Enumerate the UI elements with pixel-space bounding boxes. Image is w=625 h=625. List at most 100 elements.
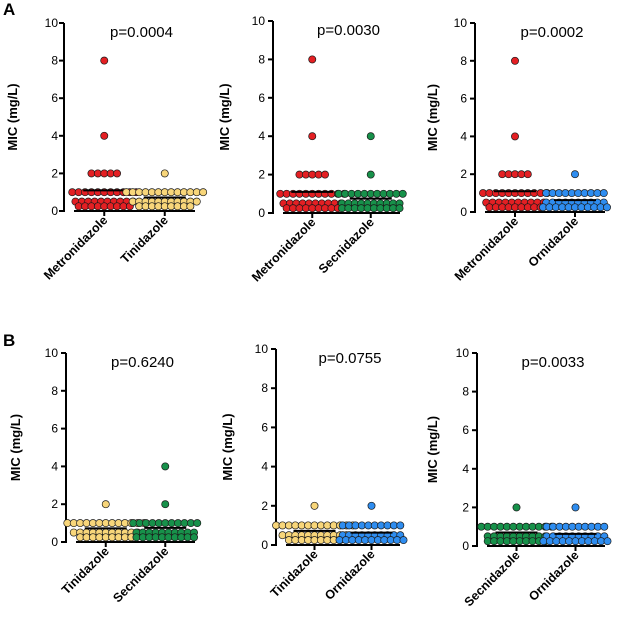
x-tick-label-metronidazole: Metronidazole bbox=[452, 214, 521, 283]
y-tick-label: 6 bbox=[51, 422, 58, 436]
y-tick-label: 4 bbox=[462, 462, 469, 476]
p-value-label: p=0.0033 bbox=[522, 354, 585, 371]
data-point-secnidazole bbox=[398, 189, 407, 198]
y-tick-label: 8 bbox=[460, 54, 467, 68]
data-point-tinidazole bbox=[199, 188, 208, 197]
data-point-metronidazole bbox=[511, 132, 519, 141]
data-point-ornidazole bbox=[599, 189, 608, 198]
y-tick-label: 0 bbox=[51, 204, 58, 218]
data-point-tinidazole bbox=[186, 202, 195, 211]
y-tick-label: 6 bbox=[261, 420, 268, 434]
x-tick-label-tinidazole: Tinidazole bbox=[268, 547, 321, 600]
data-point-metronidazole bbox=[523, 170, 532, 179]
y-tick-label: 8 bbox=[51, 54, 58, 68]
data-point-secnidazole bbox=[366, 132, 375, 141]
data-point-ornidazole bbox=[396, 521, 405, 530]
x-tick-label-metronidazole: Metronidazole bbox=[41, 213, 110, 282]
y-tick-label: 0 bbox=[261, 538, 268, 552]
data-point-ornidazole bbox=[399, 536, 408, 545]
x-tick-label-ornidazole: Ornidazole bbox=[322, 547, 378, 603]
y-tick-label: 6 bbox=[462, 423, 469, 437]
y-tick-label: 2 bbox=[460, 167, 467, 181]
data-point-secnidazole bbox=[161, 500, 170, 509]
p-value-label: p=0.0755 bbox=[319, 350, 382, 367]
y-tick-label: 6 bbox=[51, 91, 58, 105]
data-point-tinidazole bbox=[192, 197, 201, 206]
data-point-ornidazole bbox=[603, 537, 612, 546]
data-point-metronidazole bbox=[511, 56, 519, 65]
data-point-metronidazole bbox=[113, 169, 122, 178]
y-tick-label: 2 bbox=[261, 499, 268, 513]
y-tick-label: 8 bbox=[258, 52, 265, 66]
y-tick-label: 2 bbox=[258, 168, 265, 182]
chart-5: 0 2 4 6 8 10 MIC (mg/L) p=0.0755 Tinidazole Ornid… bbox=[220, 342, 408, 603]
y-tick-label: 4 bbox=[258, 129, 265, 143]
data-point-metronidazole bbox=[308, 55, 317, 64]
data-point-tinidazole bbox=[101, 500, 110, 509]
chart-3: 0 2 4 6 8 10 MIC (mg/L) p=0.0002 Metronidazole Or… bbox=[425, 16, 611, 284]
y-tick-label: 4 bbox=[51, 129, 58, 143]
y-tick-label: 10 bbox=[45, 16, 59, 30]
chart-1: 0 2 4 6 8 10 MIC (mg/L) p=0.0004 Metronidazole Ti… bbox=[5, 16, 208, 283]
y-tick-label: 10 bbox=[454, 16, 468, 30]
data-point-ornidazole bbox=[571, 170, 579, 179]
y-axis-title: MIC (mg/L) bbox=[425, 416, 440, 483]
x-tick-label-tinidazole: Tinidazole bbox=[59, 544, 112, 597]
chart-4: 0 2 4 6 8 10 MIC (mg/L) p=0.6240 TinidazoleSecni… bbox=[8, 346, 202, 605]
data-point-ornidazole bbox=[600, 522, 609, 531]
data-point-secnidazole bbox=[395, 204, 404, 213]
chart-2: 0 2 4 6 8 10 MIC (mg/L) p=0.0030 MetronidazoleSe… bbox=[217, 14, 407, 285]
y-axis-title: MIC (mg/L) bbox=[217, 83, 232, 150]
x-tick-label-ornidazole: Ornidazole bbox=[526, 548, 582, 604]
y-tick-label: 10 bbox=[456, 346, 470, 360]
data-point-ornidazole bbox=[571, 503, 580, 512]
data-point-metronidazole bbox=[100, 56, 109, 65]
x-tick-label-secnidazole: Secnidazole bbox=[462, 548, 523, 609]
data-point-secnidazole bbox=[193, 519, 202, 528]
panel-label-b: B bbox=[3, 331, 15, 350]
y-tick-label: 4 bbox=[460, 129, 467, 143]
y-tick-label: 2 bbox=[51, 497, 58, 511]
data-point-ornidazole bbox=[367, 501, 376, 510]
y-tick-label: 0 bbox=[460, 205, 467, 219]
x-tick-label-metronidazole: Metronidazole bbox=[249, 215, 318, 284]
y-tick-label: 10 bbox=[255, 342, 269, 356]
p-value-label: p=0.6240 bbox=[111, 354, 174, 371]
data-point-metronidazole bbox=[100, 131, 109, 140]
y-tick-label: 6 bbox=[460, 92, 467, 106]
x-tick-label-secnidazole: Secnidazole bbox=[316, 215, 377, 276]
x-tick-label-ornidazole: Ornidazole bbox=[526, 214, 582, 270]
data-point-metronidazole bbox=[321, 170, 329, 179]
y-tick-label: 8 bbox=[462, 385, 469, 399]
y-tick-label: 4 bbox=[261, 460, 268, 474]
y-tick-label: 8 bbox=[51, 384, 58, 398]
y-tick-label: 6 bbox=[258, 91, 265, 105]
y-axis-title: MIC (mg/L) bbox=[8, 414, 23, 481]
y-axis-title: MIC (mg/L) bbox=[220, 413, 235, 480]
data-point-tinidazole bbox=[160, 169, 169, 178]
y-tick-label: 8 bbox=[261, 381, 268, 395]
y-tick-label: 0 bbox=[462, 539, 469, 553]
data-point-metronidazole bbox=[308, 132, 317, 141]
y-tick-label: 0 bbox=[258, 206, 265, 220]
x-tick-label-secnidazole: Secnidazole bbox=[110, 544, 171, 605]
y-axis-title: MIC (mg/L) bbox=[425, 84, 440, 151]
p-value-label: p=0.0002 bbox=[521, 24, 584, 41]
data-point-secnidazole bbox=[190, 533, 198, 542]
data-point-secnidazole bbox=[512, 503, 521, 512]
y-tick-label: 4 bbox=[51, 459, 58, 473]
data-point-secnidazole bbox=[161, 462, 170, 471]
x-tick-label-tinidazole: Tinidazole bbox=[118, 213, 171, 266]
panel-label-a: A bbox=[3, 0, 15, 19]
y-tick-label: 2 bbox=[51, 166, 58, 180]
data-point-tinidazole bbox=[310, 501, 319, 510]
chart-6: 0 2 4 6 8 10 MIC (mg/L) p=0.0033 Secnidazole Orni… bbox=[425, 346, 612, 609]
data-point-ornidazole bbox=[603, 203, 611, 212]
y-axis-title: MIC (mg/L) bbox=[5, 83, 20, 150]
y-tick-label: 2 bbox=[462, 500, 469, 514]
y-tick-label: 0 bbox=[51, 535, 58, 549]
data-point-secnidazole bbox=[366, 170, 375, 179]
p-value-label: p=0.0004 bbox=[110, 24, 173, 41]
y-tick-label: 10 bbox=[45, 346, 59, 360]
